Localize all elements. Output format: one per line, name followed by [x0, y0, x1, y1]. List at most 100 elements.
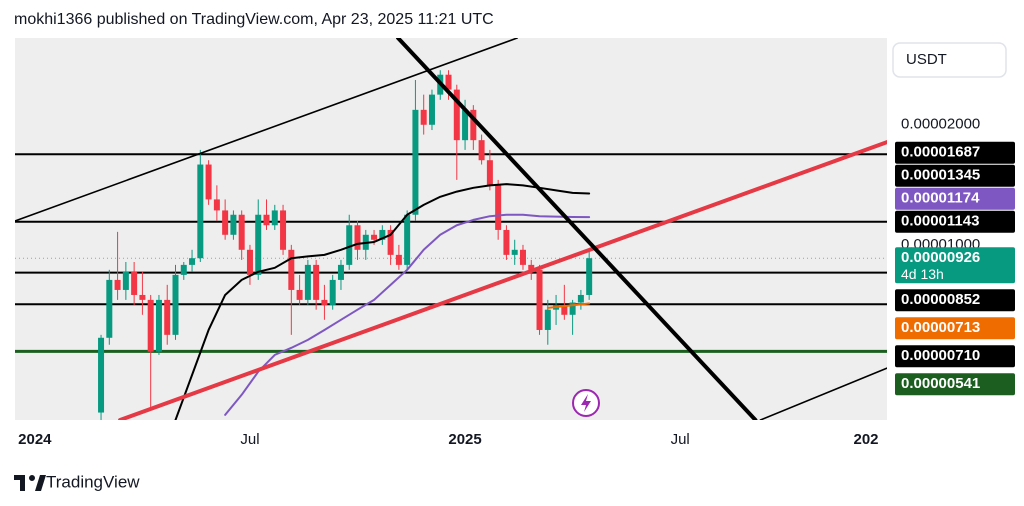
- candle-body: [230, 214, 237, 235]
- candle-body: [346, 225, 353, 265]
- candle-body: [354, 225, 361, 250]
- candle-body: [114, 279, 121, 290]
- candle-body: [238, 214, 245, 250]
- price-tag-label: 0.00000852: [901, 291, 980, 308]
- price-tag: [895, 373, 1015, 396]
- price-tag: [895, 317, 1015, 340]
- candle-body: [470, 109, 477, 141]
- candle-body: [271, 210, 278, 226]
- candle-body: [395, 254, 402, 265]
- currency-button[interactable]: USDT: [892, 42, 1007, 78]
- candle-body: [577, 294, 584, 303]
- candle-body: [478, 140, 485, 161]
- price-tag: [895, 247, 1015, 284]
- candle-body: [544, 309, 551, 330]
- price-tag-label: 0.00001143: [901, 213, 979, 230]
- candle-body: [569, 302, 576, 315]
- candle-body: [337, 264, 344, 280]
- candle-body: [147, 299, 154, 352]
- price-tag: [895, 141, 1015, 164]
- y-tick-label: 0.00002000: [901, 116, 980, 133]
- candle-body: [486, 160, 493, 186]
- price-tag: [895, 345, 1015, 368]
- price-tag-label: 0.00001345: [901, 167, 980, 184]
- candle-body: [139, 294, 146, 300]
- candle-body: [205, 164, 212, 200]
- x-tick-label: 202: [853, 431, 878, 448]
- alert-icon[interactable]: [572, 389, 600, 417]
- price-tag-label: 0.00001687: [901, 144, 980, 161]
- candle-body: [288, 249, 295, 290]
- candle-body: [511, 249, 518, 255]
- price-tag-label: 0.00000710: [901, 347, 980, 364]
- candle-body: [519, 249, 526, 265]
- candle-body: [263, 214, 270, 226]
- candle-body: [106, 279, 113, 338]
- candle-body: [122, 271, 129, 290]
- x-tick-label: Jul: [671, 431, 690, 448]
- candle-body: [379, 229, 386, 240]
- candle-body: [222, 210, 229, 235]
- brand-name: TradingView: [46, 472, 140, 491]
- overlay-line: [15, 38, 518, 222]
- candle-body: [404, 214, 411, 265]
- brand-logo: TradingView: [14, 472, 140, 491]
- overlay-line: [396, 38, 758, 420]
- price-tag-label: 0.00001174: [901, 190, 980, 207]
- x-tick-label: 2025: [448, 431, 481, 448]
- candle-body: [495, 185, 502, 230]
- candle-body: [255, 214, 262, 275]
- candle-body: [180, 264, 187, 275]
- candle-body: [280, 210, 287, 250]
- candle-body: [321, 299, 328, 305]
- candle-body: [296, 289, 303, 300]
- candle-body: [197, 164, 204, 259]
- price-tag: [895, 187, 1015, 210]
- candle-body: [304, 264, 311, 300]
- price-countdown: 4d 13h: [901, 266, 944, 282]
- candle-body: [189, 258, 196, 265]
- brand-mark: [14, 475, 46, 491]
- currency-label[interactable]: USDT: [906, 51, 947, 68]
- candle-body: [462, 109, 469, 141]
- candle-body: [98, 337, 105, 413]
- alert-icon-bolt[interactable]: [581, 394, 591, 412]
- candle-body: [420, 109, 427, 125]
- candle-body: [586, 258, 593, 295]
- publish-info: mokhi1366 published on TradingView.com, …: [14, 11, 494, 28]
- y-axis: 0.000020000.000010000.000004300.00001687…: [895, 116, 1015, 399]
- x-tick-label: Jul: [240, 431, 259, 448]
- currency-button-frame[interactable]: [892, 42, 1007, 78]
- price-tag: [895, 289, 1015, 312]
- overlay-line: [759, 367, 887, 420]
- candle-body: [428, 94, 435, 125]
- candle-body: [172, 274, 179, 335]
- x-axis: 2024 Jul 2025 Jul 202: [18, 431, 878, 448]
- price-tag-label: 0.00000926: [901, 249, 980, 266]
- price-tag-label: 0.00000713: [901, 319, 980, 336]
- candle-body: [371, 234, 378, 240]
- candle-body: [164, 299, 171, 335]
- overlay-line: [546, 302, 591, 309]
- candle-body: [246, 249, 253, 275]
- candle-body: [155, 299, 162, 352]
- x-tick-label: 2024: [18, 431, 52, 448]
- candle-body: [528, 264, 535, 270]
- candle-body: [387, 229, 394, 255]
- candle-body: [412, 109, 419, 215]
- candle-body: [453, 89, 460, 141]
- overlay-line: [224, 213, 591, 416]
- candle-body: [561, 304, 568, 315]
- candle-body: [536, 269, 543, 330]
- candle-body: [445, 74, 452, 90]
- candle-body: [131, 271, 138, 295]
- price-tag: [895, 164, 1015, 187]
- price-tag: [895, 210, 1015, 233]
- plot: [15, 38, 887, 420]
- overlay-line: [174, 183, 591, 420]
- candle-body: [213, 199, 220, 211]
- candle-body: [313, 264, 320, 300]
